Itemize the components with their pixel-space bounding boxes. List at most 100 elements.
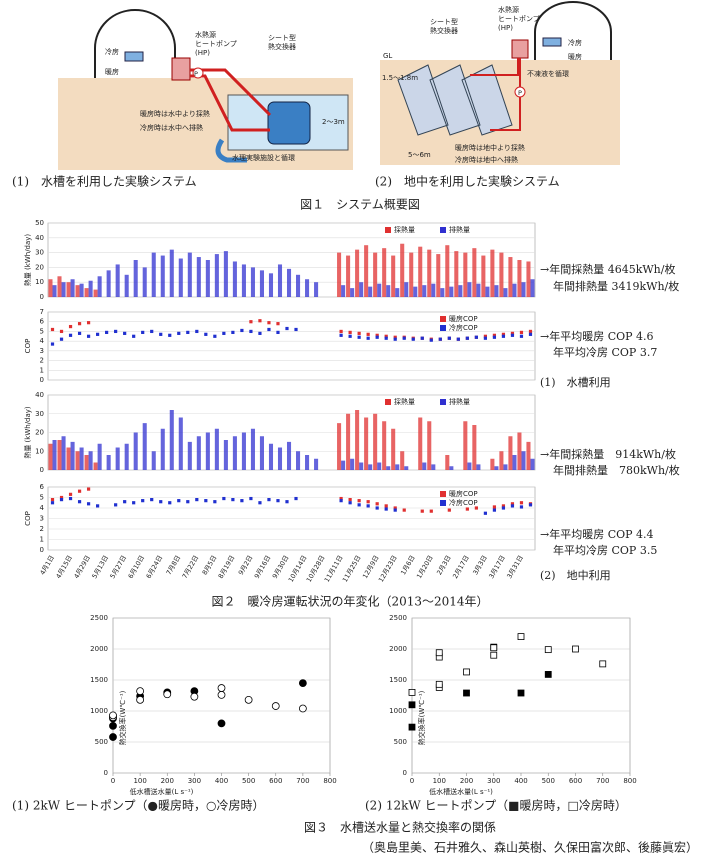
point	[267, 498, 271, 502]
figure-caption: 図３ 水槽送水量と熱交換率の関係	[304, 820, 496, 835]
legend-swatch	[440, 325, 446, 331]
point	[544, 646, 552, 654]
label: シート型熱交換器	[268, 33, 296, 51]
bar	[508, 436, 513, 470]
bar	[57, 440, 62, 470]
bar	[445, 455, 450, 470]
point	[50, 327, 55, 332]
point	[357, 335, 361, 339]
bar	[530, 279, 535, 297]
bar	[427, 249, 432, 297]
bar	[445, 245, 450, 297]
bar	[75, 451, 80, 470]
point	[544, 671, 552, 678]
point	[136, 687, 145, 696]
annotation: (2) 地中利用	[540, 569, 611, 582]
bar	[431, 464, 436, 470]
x-axis-label: 低水槽送水量(L s⁻¹)	[130, 787, 194, 796]
pipe	[470, 58, 521, 131]
label: 1.5～1.8m	[382, 74, 418, 82]
point	[271, 702, 280, 710]
bar	[268, 443, 274, 470]
legend-swatch	[440, 227, 446, 233]
point	[339, 329, 343, 334]
y-axis-label: 熱交換率(W℃⁻¹)	[417, 690, 426, 745]
x-tick-label: 700	[296, 777, 309, 785]
y-tick-label: 10	[35, 447, 44, 455]
label: P	[518, 89, 522, 97]
bar	[467, 282, 472, 297]
panel-caption: (2) 12kW ヒートポンプ（■暖房時，□冷房時）	[365, 798, 627, 813]
y-tick-label: 1500	[90, 676, 108, 684]
x-tick-label: 100	[133, 777, 146, 785]
y-tick-label: 1	[40, 536, 44, 544]
bar	[377, 283, 382, 297]
bar	[463, 421, 468, 470]
point	[186, 330, 190, 334]
point	[59, 337, 64, 341]
point	[408, 701, 416, 709]
point	[483, 334, 487, 338]
annotation: (1) 水槽利用	[540, 376, 611, 389]
point	[463, 689, 470, 697]
point	[204, 332, 208, 336]
y-axis-label: 熱量 (kWh/day)	[23, 234, 32, 287]
point	[492, 508, 497, 512]
point	[393, 337, 397, 341]
y-tick-label: 20	[35, 263, 44, 271]
bar	[205, 260, 210, 297]
point	[393, 508, 397, 512]
point	[68, 496, 73, 501]
panel-label: (1) 水槽を利用した実験システム	[12, 174, 197, 189]
point	[222, 331, 226, 335]
x-tick-label: 0	[111, 777, 115, 785]
point	[217, 684, 226, 692]
label: 暖房時は水中より採熱	[140, 109, 210, 118]
bar	[467, 462, 472, 470]
point	[366, 332, 370, 336]
y-tick-label: 10	[35, 278, 44, 286]
y-tick-label: 6	[40, 318, 45, 326]
bar	[404, 466, 409, 470]
point	[249, 329, 253, 334]
bar	[395, 288, 400, 297]
legend-swatch	[385, 227, 391, 233]
x-tick-label: 6月24日	[145, 554, 165, 580]
bar	[346, 413, 351, 470]
bar	[337, 252, 342, 297]
label: 水理実験施設と循環	[232, 153, 295, 162]
label: P	[194, 70, 198, 78]
x-tick-label: 8月19日	[217, 554, 237, 580]
point	[249, 496, 253, 501]
point	[510, 331, 515, 335]
schematic-water	[58, 9, 353, 170]
point	[519, 334, 524, 338]
bar	[449, 466, 454, 470]
y-tick-label: 2000	[90, 645, 108, 653]
plot-area	[47, 222, 536, 298]
bar	[223, 440, 228, 470]
point	[244, 695, 253, 704]
x-tick-label: 2月3日	[435, 554, 453, 576]
bar	[268, 273, 274, 297]
point	[150, 498, 154, 502]
point	[402, 336, 406, 340]
figure-caption: 図２ 暖冷房運転状況の年変化（2013～2014年）	[211, 594, 488, 609]
bar	[373, 252, 378, 297]
point	[177, 499, 181, 503]
bar	[277, 264, 283, 297]
point	[411, 337, 415, 341]
y-tick-label: 40	[35, 391, 44, 399]
y-tick-label: 0	[40, 546, 44, 554]
bar	[296, 451, 301, 470]
point	[222, 496, 226, 501]
annotation: 年平均冷房 COP 3.5	[553, 543, 657, 557]
bar	[418, 417, 423, 470]
y-axis-label: COP	[24, 339, 32, 354]
x-tick-label: 300	[487, 777, 500, 785]
point	[375, 502, 379, 506]
point	[492, 335, 497, 339]
bar	[413, 286, 418, 297]
y-axis-label: 熱量 (kWh/day)	[23, 406, 32, 459]
